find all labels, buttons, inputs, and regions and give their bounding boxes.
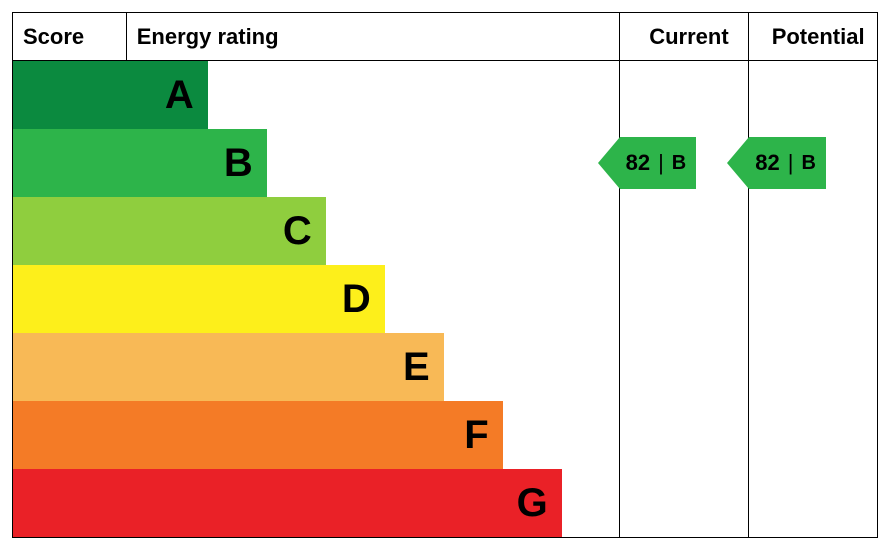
rating-row: C <box>127 197 619 265</box>
arrow-tip-icon <box>727 137 749 189</box>
rating-letter: C <box>283 209 312 254</box>
marker-separator: | <box>658 150 664 176</box>
rating-letter: G <box>517 481 548 526</box>
rating-row: E <box>127 333 619 401</box>
chart-header: Score Energy rating Current Potential <box>13 13 877 61</box>
rating-row: D <box>127 265 619 333</box>
chart-body: 92+81-9169-8055-6839-5421-381-20 ABCDEFG… <box>13 61 877 537</box>
rating-letter: E <box>403 345 430 390</box>
current-column: 82 | B <box>620 61 750 537</box>
marker-letter: B <box>802 152 816 175</box>
rating-bar: B <box>13 129 267 197</box>
header-score: Score <box>13 13 127 60</box>
marker-letter: B <box>672 152 686 175</box>
header-potential: Potential <box>749 13 877 60</box>
header-rating: Energy rating <box>127 13 620 60</box>
rating-bar: D <box>13 265 385 333</box>
rating-row: B <box>127 129 619 197</box>
current-marker: 82 | B <box>598 137 697 189</box>
arrow-body: 82 | B <box>620 137 697 189</box>
rating-letter: F <box>464 413 488 458</box>
rating-column: ABCDEFG <box>127 61 620 537</box>
rating-letter: B <box>224 141 253 186</box>
arrow-tip-icon <box>598 137 620 189</box>
marker-value: 82 <box>755 150 779 176</box>
header-current: Current <box>620 13 750 60</box>
rating-bar: E <box>13 333 444 401</box>
rating-letter: D <box>342 277 371 322</box>
rating-bar: C <box>13 197 326 265</box>
rating-row: F <box>127 401 619 469</box>
rating-letter: A <box>165 73 194 118</box>
rating-bar: G <box>13 469 562 537</box>
rating-bar: F <box>13 401 503 469</box>
rating-row: G <box>127 469 619 537</box>
rating-bar: A <box>13 61 208 129</box>
potential-column: 82 | B <box>749 61 877 537</box>
energy-rating-chart: Score Energy rating Current Potential 92… <box>12 12 878 538</box>
rating-row: A <box>127 61 619 129</box>
marker-separator: | <box>788 150 794 176</box>
arrow-body: 82 | B <box>749 137 826 189</box>
potential-marker: 82 | B <box>727 137 826 189</box>
marker-value: 82 <box>626 150 650 176</box>
